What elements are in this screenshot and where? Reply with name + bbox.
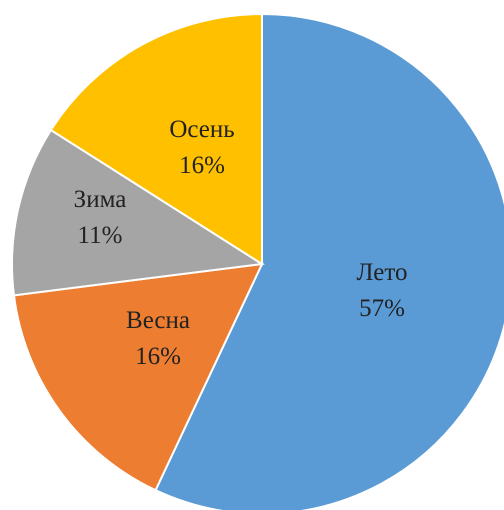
pie-slices	[11, 12, 504, 510]
slice-name: Лето	[357, 259, 408, 286]
slice-percent: 57%	[359, 295, 405, 322]
slice-name: Осень	[169, 116, 234, 143]
slice-label-2: Весна 16%	[126, 307, 190, 370]
slice-label-3: Зима 11%	[74, 186, 127, 249]
slice-percent: 16%	[135, 343, 181, 370]
pie-slice-2	[12, 262, 264, 492]
slice-name: Зима	[74, 186, 127, 213]
slice-label-4: Осень 16%	[169, 116, 234, 179]
slice-label-1: Лето 57%	[357, 259, 408, 322]
slice-percent: 16%	[179, 152, 225, 179]
pie-slice-4	[49, 12, 263, 266]
pie-slice-1	[154, 12, 504, 510]
slice-name: Весна	[126, 307, 190, 334]
pie-slice-3	[11, 128, 265, 297]
slice-percent: 11%	[78, 222, 123, 249]
pie-labels: Лето 57% Весна 16% Зима 11% Осень 16%	[74, 116, 408, 370]
